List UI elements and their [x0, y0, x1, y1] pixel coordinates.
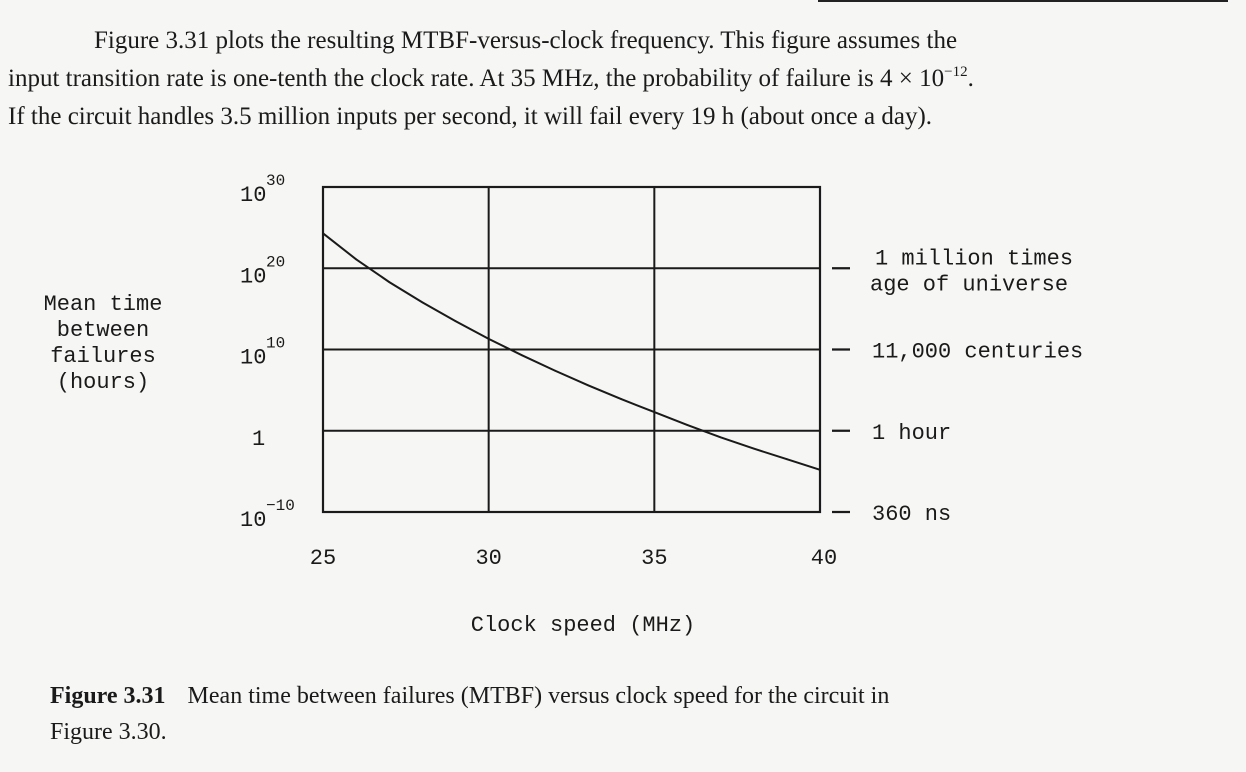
paragraph-line-1: Figure 3.31 plots the resulting MTBF-ver… [94, 27, 958, 54]
mtbf-point [653, 411, 656, 413]
x-tick-label: 40 [811, 546, 837, 571]
mtbf-point [719, 436, 722, 439]
y-tick-label: 10 [240, 508, 266, 533]
x-tick-label: 30 [475, 546, 501, 571]
y-tick-label: 1 [252, 427, 265, 452]
paragraph-line-3: If the circuit handles 3.5 million input… [8, 103, 933, 130]
annotation-label: 1 hour [872, 421, 951, 446]
y-tick-exponent: −10 [266, 497, 295, 515]
paragraph-line-2-end: . [967, 65, 974, 92]
mtbf-point [421, 301, 424, 304]
y-tick-exponent: 10 [266, 335, 285, 353]
mtbf-point [554, 369, 556, 372]
annotation-label: 1 million times [875, 246, 1073, 271]
mtbf-point [487, 338, 490, 340]
mtbf-point [587, 384, 589, 387]
x-tick-label: 35 [641, 546, 667, 571]
annotation-label: age of universe [870, 272, 1068, 297]
mtbf-point [819, 468, 821, 471]
top-rule [818, 0, 1228, 2]
mtbf-point [686, 424, 689, 426]
mtbf-point [355, 258, 358, 261]
mtbf-point [752, 447, 755, 450]
y-axis-label: between [57, 318, 149, 343]
x-tick-label: 25 [310, 546, 336, 571]
paragraph-line-2: input transition rate is one-tenth the c… [8, 60, 1218, 98]
annotation-label: 11,000 centuries [872, 340, 1083, 365]
x-axis-label: Clock speed (MHz) [471, 613, 695, 638]
annotation-label: 360 ns [872, 502, 951, 527]
y-tick-label: 10 [240, 264, 266, 289]
mtbf-point [322, 232, 324, 235]
mtbf-point [520, 354, 523, 357]
paragraph-line-2-text: input transition rate is one-tenth the c… [8, 65, 945, 92]
mtbf-point [785, 458, 788, 461]
mtbf-point [388, 281, 391, 283]
mtbf-point [454, 320, 457, 322]
y-tick-label: 10 [240, 346, 266, 371]
y-tick-exponent: 20 [266, 253, 285, 271]
paragraph-exponent: −12 [944, 64, 968, 80]
body-paragraph: Figure 3.31 plots the resulting MTBF-ver… [8, 22, 1218, 136]
y-tick-exponent: 30 [266, 172, 285, 190]
y-axis-label: (hours) [57, 370, 149, 395]
caption-label: Figure 3.31 [50, 683, 166, 709]
caption-text: Mean time between failures (MTBF) versus… [187, 683, 890, 709]
figure-caption: Figure 3.31 Mean time between failures (M… [50, 678, 1200, 750]
y-axis-label: failures [50, 344, 156, 369]
caption-text-2: Figure 3.30. [50, 719, 167, 745]
mtbf-point [620, 398, 623, 400]
y-axis-label: Mean time [44, 292, 163, 317]
mtbf-curve [322, 232, 821, 471]
y-tick-label: 10 [240, 183, 266, 208]
